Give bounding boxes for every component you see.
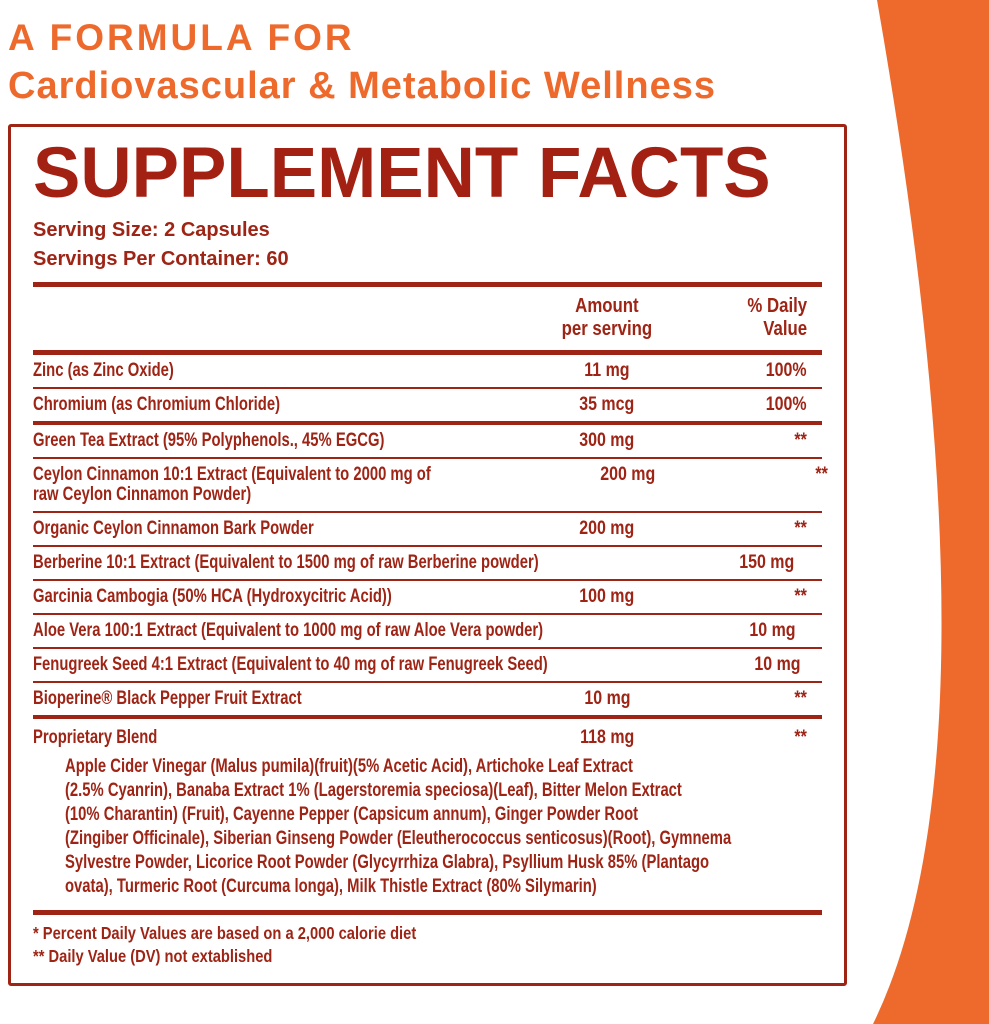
serving-info: Serving Size: 2 Capsules Servings Per Co… (33, 216, 822, 274)
proprietary-blend-daily-value: ** (794, 727, 807, 748)
ingredient-daily-value: ** (794, 518, 807, 539)
supplement-facts-panel: SUPPLEMENT FACTS Serving Size: 2 Capsule… (8, 124, 847, 986)
ingredient-amount: 100 mg (579, 586, 635, 607)
ingredient-table: Zinc (as Zinc Oxide) 11 mg 100% Chromium… (33, 355, 828, 715)
panel-title: SUPPLEMENT FACTS (33, 134, 771, 213)
page-header: A FORMULA FOR Cardiovascular & Metabolic… (8, 17, 716, 107)
header-title: Cardiovascular & Metabolic Wellness (8, 64, 716, 107)
table-row: Garcinia Cambogia (50% HCA (Hydroxycitri… (33, 579, 822, 613)
ingredient-name: Garcinia Cambogia (50% HCA (Hydroxycitri… (33, 586, 392, 607)
column-header-amount: Amount per serving (561, 295, 653, 340)
table-row: Ceylon Cinnamon 10:1 Extract (Equivalent… (33, 457, 828, 511)
table-row: Berberine 10:1 Extract (Equivalent to 15… (33, 545, 822, 579)
ingredient-amount: 200 mg (579, 518, 635, 539)
table-row: Chromium (as Chromium Chloride) 35 mcg 1… (33, 387, 822, 421)
ingredient-name: Organic Ceylon Cinnamon Bark Powder (33, 518, 314, 539)
header-kicker: A FORMULA FOR (8, 17, 355, 58)
ingredient-name: Fenugreek Seed 4:1 Extract (Equivalent t… (33, 654, 548, 675)
ingredient-daily-value: ** (794, 688, 807, 709)
table-row: Zinc (as Zinc Oxide) 11 mg 100% (33, 355, 822, 387)
ingredient-amount: 200 mg (600, 464, 656, 485)
table-header-row: Amount per serving % Daily Value (33, 287, 822, 350)
ingredient-amount: 10 mg (583, 688, 631, 709)
serving-size: Serving Size: 2 Capsules (33, 219, 270, 241)
footnote-dv-not-established: ** Daily Value (DV) not extablished (33, 946, 273, 966)
ingredient-amount: 10 mg (754, 654, 801, 675)
table-row: Organic Ceylon Cinnamon Bark Powder 200 … (33, 511, 822, 545)
proprietary-blend-name: Proprietary Blend (33, 727, 158, 748)
servings-per-container: Servings Per Container: 60 (33, 248, 289, 270)
table-row: Aloe Vera 100:1 Extract (Equivalent to 1… (33, 613, 822, 647)
ingredient-daily-value: ** (794, 586, 807, 607)
ingredient-name: Berberine 10:1 Extract (Equivalent to 15… (33, 552, 539, 573)
proprietary-blend-description: Apple Cider Vinegar (Malus pumila)(fruit… (65, 756, 732, 897)
divider-thick (33, 282, 822, 287)
ingredient-amount: 150 mg (738, 552, 794, 573)
proprietary-blend-row: Proprietary Blend 118 mg ** (33, 728, 822, 748)
ingredient-name: Green Tea Extract (95% Polyphenols., 45%… (33, 430, 385, 451)
footnotes: * Percent Daily Values are based on a 2,… (33, 922, 822, 968)
ingredient-amount: 11 mg (584, 360, 630, 381)
ingredient-name: Ceylon Cinnamon 10:1 Extract (Equivalent… (33, 464, 431, 505)
ingredient-daily-value: 100% (766, 394, 807, 415)
table-row: Green Tea Extract (95% Polyphenols., 45%… (33, 421, 822, 457)
ingredient-amount: 35 mcg (579, 394, 635, 415)
column-header-daily-value: % Daily Value (747, 295, 807, 340)
proprietary-blend-amount: 118 mg (579, 727, 635, 748)
table-row: Bioperine® Black Pepper Fruit Extract 10… (33, 681, 822, 715)
divider-thick (33, 350, 822, 355)
ingredient-daily-value: ** (815, 464, 828, 485)
divider-thick (33, 910, 822, 915)
table-row: Fenugreek Seed 4:1 Extract (Equivalent t… (33, 647, 822, 681)
footnote-daily-values: * Percent Daily Values are based on a 2,… (33, 923, 417, 943)
ingredient-name: Aloe Vera 100:1 Extract (Equivalent to 1… (33, 620, 544, 641)
table-header-spacer (33, 295, 522, 341)
ingredient-amount: 10 mg (748, 620, 796, 641)
ingredient-amount: 300 mg (579, 430, 635, 451)
ingredient-name: Chromium (as Chromium Chloride) (33, 394, 281, 415)
proprietary-blend-section: Proprietary Blend 118 mg ** Apple Cider … (33, 715, 822, 899)
ingredient-name: Bioperine® Black Pepper Fruit Extract (33, 688, 302, 709)
ingredient-daily-value: 100% (766, 360, 807, 381)
ingredient-name: Zinc (as Zinc Oxide) (33, 360, 174, 381)
ingredient-daily-value: ** (794, 430, 807, 451)
